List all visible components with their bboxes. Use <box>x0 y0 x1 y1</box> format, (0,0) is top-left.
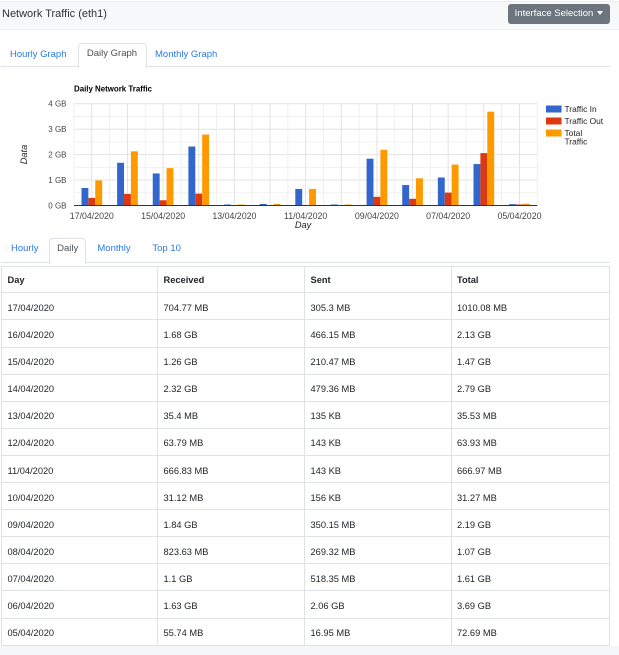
svg-text:2 GB: 2 GB <box>48 151 66 160</box>
svg-text:Daily Network Traffic: Daily Network Traffic <box>74 85 153 94</box>
svg-text:05/04/2020: 05/04/2020 <box>497 211 541 221</box>
svg-text:Traffic In: Traffic In <box>565 104 597 114</box>
svg-text:Data: Data <box>19 145 29 164</box>
svg-text:0 GB: 0 GB <box>48 201 66 210</box>
svg-text:3 GB: 3 GB <box>48 125 66 134</box>
svg-text:17/04/2020: 17/04/2020 <box>70 211 114 221</box>
svg-text:4 GB: 4 GB <box>48 100 66 109</box>
svg-text:13/04/2020: 13/04/2020 <box>212 211 256 221</box>
svg-text:09/04/2020: 09/04/2020 <box>355 211 399 221</box>
svg-text:Total: Total <box>565 128 583 138</box>
svg-text:Traffic: Traffic <box>565 136 588 146</box>
svg-text:Day: Day <box>295 220 313 230</box>
svg-text:15/04/2020: 15/04/2020 <box>141 211 185 221</box>
svg-text:1 GB: 1 GB <box>48 176 66 185</box>
svg-text:07/04/2020: 07/04/2020 <box>426 211 470 221</box>
svg-text:11/04/2020: 11/04/2020 <box>284 211 327 221</box>
svg-text:Traffic Out: Traffic Out <box>565 116 604 126</box>
